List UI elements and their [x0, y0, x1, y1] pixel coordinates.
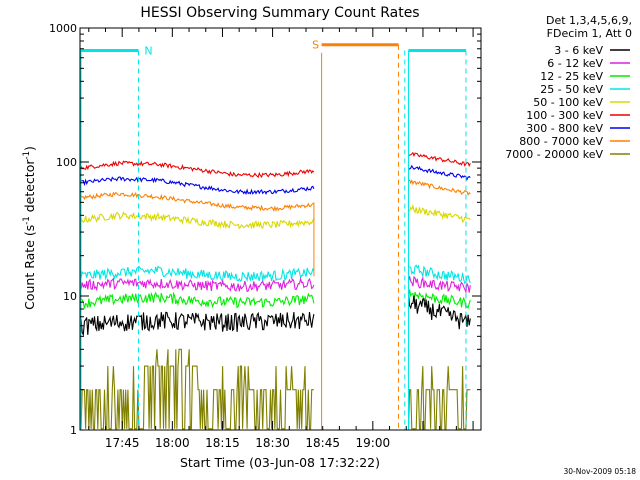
- timestamp: 30-Nov-2009 05:18: [564, 467, 637, 476]
- x-tick-label: 17:45: [105, 436, 140, 450]
- data-trace: [408, 264, 471, 285]
- x-tick-label: 18:15: [205, 436, 240, 450]
- y-label-exp: -1: [22, 151, 32, 159]
- y-label-part: Count Rate (s: [22, 225, 37, 310]
- data-trace: [79, 291, 315, 309]
- night-label: N: [144, 44, 152, 57]
- series-300-800keV: [79, 164, 471, 196]
- plot-frame: [79, 27, 482, 431]
- series-100-300keV: [79, 151, 471, 179]
- data-trace: [79, 191, 314, 212]
- data-trace: [408, 203, 471, 223]
- x-tick-label: 18:30: [255, 436, 290, 450]
- chart-title: HESSI Observing Summary Count Rates: [140, 5, 419, 21]
- x-axis-label: Start Time (03-Jun-08 17:32:22): [180, 455, 380, 470]
- data-trace: [408, 179, 471, 196]
- legend-header-line: FDecim 1, Att 0: [547, 27, 632, 40]
- legend-label: 300 - 800 keV: [526, 122, 603, 135]
- legend-label: 7000 - 20000 keV: [505, 148, 603, 161]
- y-tick-label: 100: [56, 156, 77, 169]
- series-25-50keV: [79, 264, 471, 285]
- x-tick-label: 18:45: [305, 436, 340, 450]
- data-trace: [79, 176, 315, 196]
- series-50-100keV: [79, 203, 471, 230]
- series-12-25keV: [79, 289, 471, 310]
- series-800-7000keV: [79, 179, 471, 212]
- legend-header-line: Det 1,3,4,5,6,9,: [546, 14, 632, 27]
- y-label-part: ): [22, 146, 37, 151]
- data-trace: [79, 160, 315, 179]
- data-trace: [79, 276, 315, 293]
- legend-label: 12 - 25 keV: [540, 70, 603, 83]
- data-trace: [79, 211, 315, 230]
- x-tick-label: 19:00: [356, 436, 391, 450]
- legend-label: 3 - 6 keV: [554, 44, 603, 57]
- plot-layer: S N 1 10 100 1000 17:45 18:00 18:15 18:30 18:45 19:…: [49, 22, 482, 450]
- y-tick-label: 1: [70, 424, 77, 437]
- legend-label: 800 - 7000 keV: [519, 135, 603, 148]
- data-trace: [407, 294, 471, 330]
- y-label-part: detector: [22, 159, 37, 217]
- data-trace: [79, 265, 315, 283]
- series-6-12keV: [79, 275, 471, 295]
- y-axis-label: Count Rate (s-1 detector-1): [22, 146, 37, 310]
- y-tick-label: 1000: [49, 22, 77, 35]
- data-trace: [408, 151, 471, 167]
- y-label-exp: -1: [22, 216, 32, 224]
- legend-label: 100 - 300 keV: [526, 109, 603, 122]
- y-tick-label: 10: [63, 290, 77, 303]
- series-7000-20000keV: [79, 348, 471, 430]
- legend-label: 25 - 50 keV: [540, 83, 603, 96]
- data-trace: [407, 275, 471, 295]
- data-trace: [408, 164, 471, 181]
- data-trace: [79, 311, 315, 337]
- data-trace: [79, 348, 314, 430]
- saa-label: S: [312, 39, 319, 52]
- series-3-6keV: [79, 294, 471, 337]
- x-tick-label: 18:00: [155, 436, 190, 450]
- legend-label: 50 - 100 keV: [533, 96, 603, 109]
- data-trace: [407, 366, 471, 430]
- legend-label: 6 - 12 keV: [547, 57, 603, 70]
- data-trace: [407, 289, 471, 310]
